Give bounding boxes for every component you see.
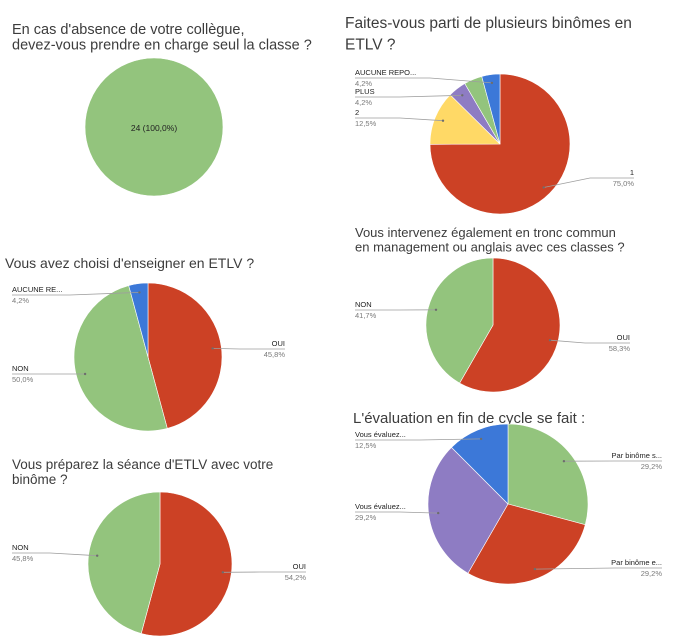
leader-line [355, 94, 463, 98]
slice-percent: 4,2% [12, 296, 29, 305]
pie-slice [429, 73, 571, 215]
slice-percent: 58,3% [609, 344, 631, 353]
chart-title-line: Vous intervenez également en tronc commu… [355, 225, 616, 240]
slice-percent: 29,2% [355, 513, 377, 522]
leader-line [12, 292, 140, 296]
slice-label: OUI [272, 339, 285, 348]
leader-dot [441, 119, 445, 122]
leader-line [355, 438, 482, 441]
leader-dot [542, 186, 545, 189]
pie-slice [140, 491, 233, 637]
leader-dot [83, 372, 87, 376]
slice-label: OUI [293, 562, 306, 571]
leader-dot [211, 347, 214, 350]
slice-percent: 45,8% [12, 554, 34, 563]
slice-percent: 29,2% [641, 569, 663, 578]
chart-title-line: En cas d'absence de votre collègue, [12, 22, 245, 38]
pie-chart-c1: En cas d'absence de votre collègue, devez… [12, 22, 312, 197]
chart-title: Faites-vous parti de plusieurs binômes e… [345, 15, 632, 54]
leader-dot [490, 81, 494, 85]
chart-title-line: Faites-vous parti de plusieurs binômes e… [345, 15, 632, 32]
chart-title-line: en management ou anglais avec ces classe… [355, 240, 625, 255]
leader-line [355, 511, 439, 514]
pie-slice [481, 73, 501, 145]
pie-chart-c5: Vous préparez la séance d'ETLV avec votr… [12, 457, 307, 637]
leader-dot [437, 511, 440, 515]
slice-percent: 75,0% [613, 179, 635, 188]
leader-dot [479, 437, 483, 441]
leader-dot [96, 554, 99, 557]
slice-label: OUI [617, 333, 630, 342]
pie-chart-c2: Faites-vous parti de plusieurs binômes e… [345, 15, 635, 215]
chart-title: L'évaluation en fin de cycle se fait : [353, 410, 585, 427]
slice-percent: 41,7% [355, 311, 377, 320]
leader-line [355, 77, 492, 84]
leader-line [543, 177, 634, 188]
pie-slice [87, 491, 161, 634]
slice-percent: 4,2% [355, 98, 372, 107]
pie-slice [73, 285, 168, 432]
slice-label: AUCUNE RE... [12, 285, 62, 294]
leader-line [12, 552, 98, 557]
leader-dot [221, 571, 224, 574]
chart-title-line: Vous préparez la séance d'ETLV avec votr… [12, 457, 273, 472]
pie-chart-c6: L'évaluation en fin de cycle se fait : Pa… [353, 410, 663, 585]
slice-percent: 50,0% [12, 375, 34, 384]
slice-inside-label: 24 (100,0%) [131, 123, 177, 133]
slice-label: Vous évaluez... [355, 430, 406, 439]
leader-dot [533, 567, 537, 571]
chart-title: Vous préparez la séance d'ETLV avec votr… [12, 457, 273, 487]
chart-title: Vous intervenez également en tronc commu… [355, 225, 625, 255]
pie-slice [128, 282, 149, 358]
slice-label: 1 [630, 168, 634, 177]
slice-label: 2 [355, 108, 359, 117]
leader-line [212, 348, 285, 350]
pie-slice [507, 423, 589, 526]
leader-dot [562, 460, 566, 463]
slice-percent: 29,2% [641, 462, 663, 471]
pie-chart-c4: Vous intervenez également en tronc commu… [355, 225, 631, 393]
chart-title-line: devez-vous prendre en charge seul la cla… [12, 38, 312, 54]
chart-title-line: binôme ? [12, 472, 68, 487]
slice-label: NON [12, 543, 29, 552]
pie-chart-c3: Vous avez choisi d'enseigner en ETLV ? OU… [5, 255, 286, 432]
slice-label: Par binôme s... [612, 451, 662, 460]
pie-slice [147, 282, 223, 429]
leader-line [549, 339, 630, 344]
slice-label: Par binôme e... [611, 558, 662, 567]
slice-percent: 54,2% [285, 573, 307, 582]
chart-title-line: Vous avez choisi d'enseigner en ETLV ? [5, 255, 254, 271]
chart-title: Vous avez choisi d'enseigner en ETLV ? [5, 255, 254, 271]
slice-label: AUCUNE REPO... [355, 68, 416, 77]
slice-percent: 12,5% [355, 441, 377, 450]
slice-label: NON [12, 364, 29, 373]
chart-title: En cas d'absence de votre collègue, devez… [12, 22, 312, 54]
leader-dot [548, 339, 552, 342]
leader-dot [138, 291, 141, 294]
slice-percent: 45,8% [264, 350, 286, 359]
chart-title-line: ETLV ? [345, 37, 396, 54]
slice-percent: 4,2% [355, 79, 372, 88]
pie-slice [427, 446, 509, 574]
slice-label: NON [355, 300, 372, 309]
pie-slice [459, 257, 561, 393]
pie-slice [425, 257, 494, 384]
slice-percent: 12,5% [355, 119, 377, 128]
leader-line [534, 567, 662, 570]
leader-line [355, 117, 444, 122]
slice-label: PLUS [355, 87, 375, 96]
slice-label: Vous évaluez... [355, 502, 406, 511]
pie-slice [451, 423, 509, 505]
pie-slice [467, 503, 586, 585]
leader-dot [461, 94, 464, 97]
pie-slice [84, 57, 224, 197]
chart-title-line: L'évaluation en fin de cycle se fait : [353, 410, 585, 427]
leader-dot [434, 308, 438, 311]
